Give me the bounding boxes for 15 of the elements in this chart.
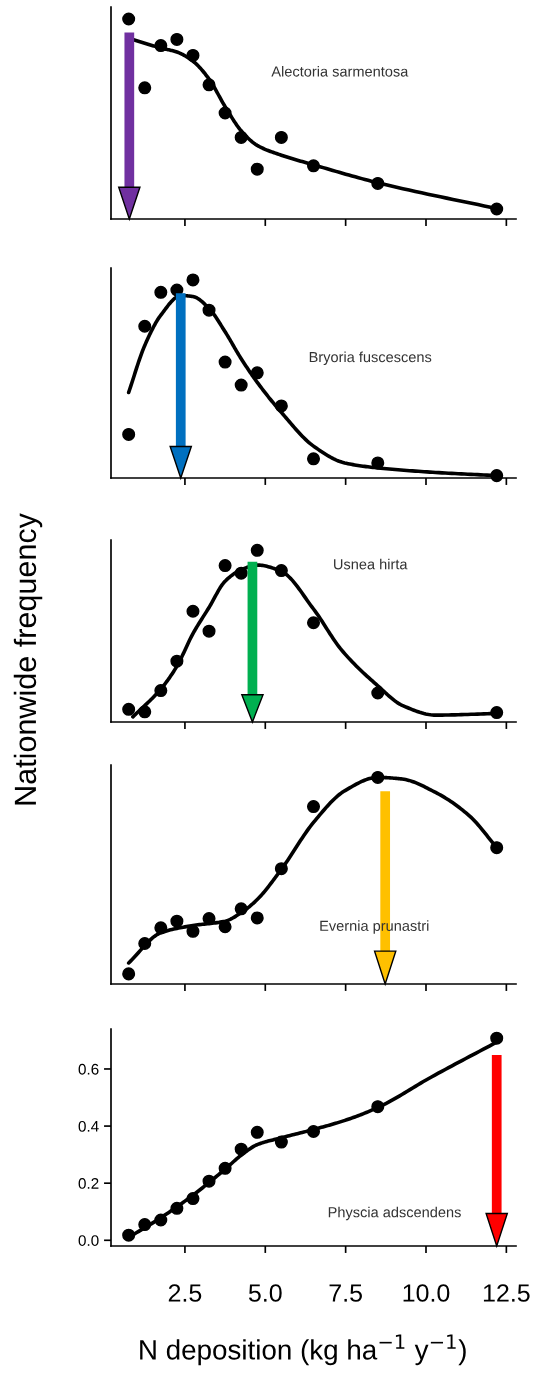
y-tick-label: 0.0: [78, 1235, 99, 1246]
x-tick-label: 5.0: [248, 1284, 282, 1302]
y-tick-label: 0.2: [78, 1178, 99, 1189]
annotation: Usnea hirta: [334, 558, 408, 570]
x-tick-label: 12.5: [483, 1284, 530, 1302]
x-axis-title: N deposition (kg ha$^{−1}$ y$^{−1}$): [140, 1334, 466, 1366]
annotation: Physcia adscendens: [328, 1206, 461, 1221]
y-tick-label: 0.6: [78, 1063, 99, 1075]
x-tick-label: 2.5: [168, 1284, 202, 1302]
annotation: Alectoria sarmentosa: [271, 65, 409, 77]
x-tick-label: 10.0: [403, 1284, 450, 1302]
y-axis-title: Nationwide frequency: [13, 513, 43, 805]
annotation: Bryoria fuscescens: [309, 351, 432, 366]
y-tick-label: 0.4: [78, 1120, 99, 1132]
x-tick-label: 7.5: [329, 1284, 362, 1302]
